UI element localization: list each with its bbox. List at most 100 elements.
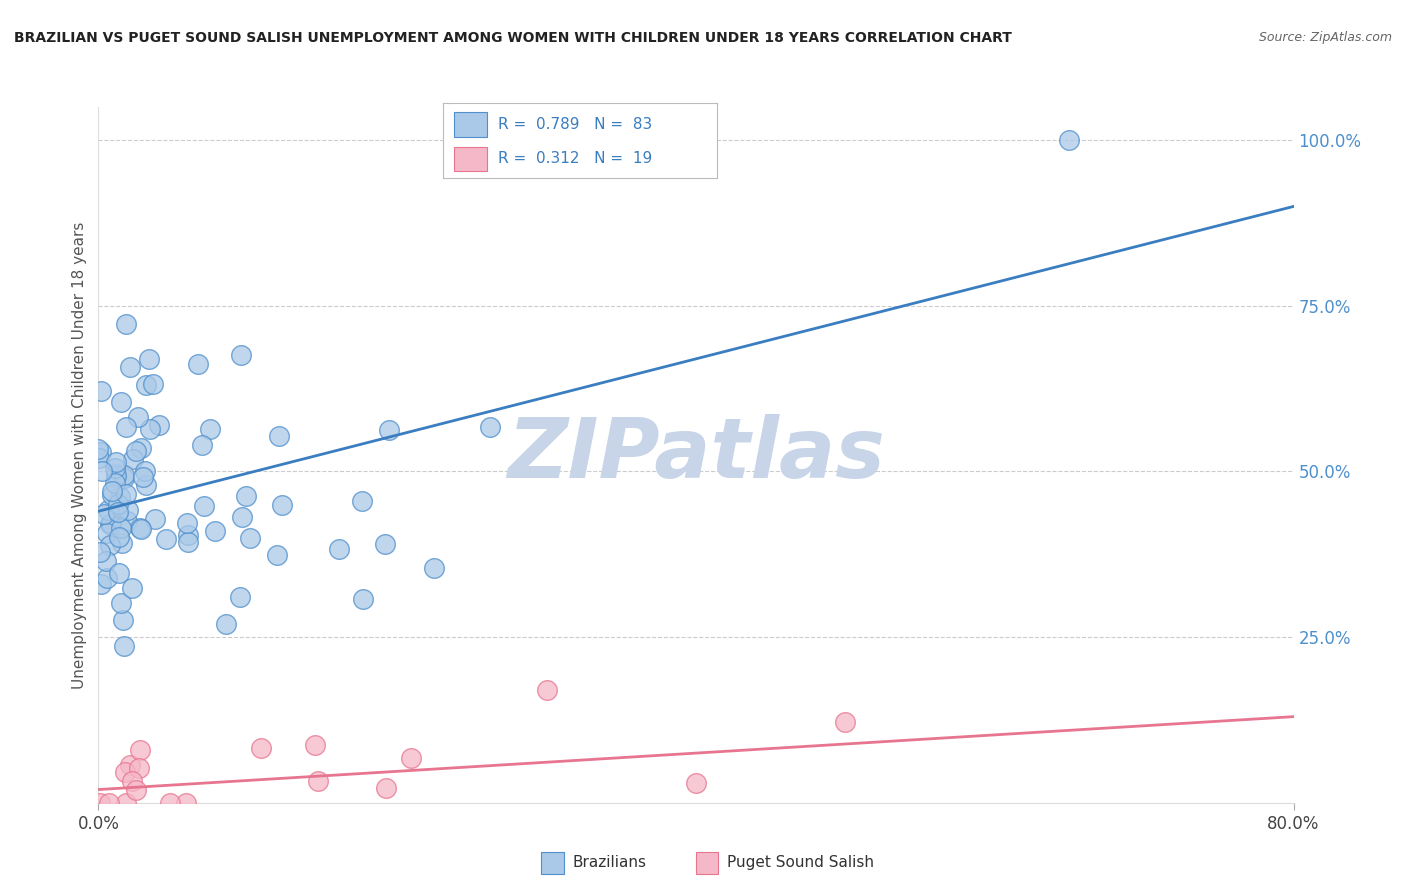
Point — [231, 509, 253, 524]
Point — [121, 774, 143, 789]
Point — [271, 499, 294, 513]
Point — [112, 468, 135, 483]
Point — [115, 796, 138, 810]
FancyBboxPatch shape — [454, 112, 486, 136]
Point — [121, 451, 143, 466]
Point — [374, 537, 396, 551]
Text: Puget Sound Salish: Puget Sound Salish — [727, 855, 875, 870]
Point — [235, 489, 257, 503]
Point — [89, 450, 111, 465]
Point — [111, 535, 134, 549]
Point — [100, 538, 122, 552]
Point — [399, 750, 422, 764]
Point — [148, 417, 170, 432]
Point — [98, 516, 121, 531]
Point — [304, 738, 326, 752]
Point — [90, 577, 112, 591]
Point — [159, 796, 181, 810]
Point — [229, 590, 252, 604]
Point — [96, 571, 118, 585]
Point — [100, 516, 122, 531]
Point — [104, 455, 127, 469]
Point — [135, 377, 157, 392]
Point — [115, 487, 138, 501]
Point — [142, 376, 165, 391]
Point — [93, 508, 115, 522]
Point — [479, 419, 502, 434]
Point — [177, 528, 200, 542]
Point — [204, 524, 226, 538]
Text: ZIPatlas: ZIPatlas — [508, 415, 884, 495]
Point — [107, 497, 129, 511]
Point — [101, 488, 124, 502]
Point — [193, 499, 215, 513]
Y-axis label: Unemployment Among Women with Children Under 18 years: Unemployment Among Women with Children U… — [72, 221, 87, 689]
Point — [423, 561, 446, 575]
Point — [112, 639, 135, 653]
Point — [267, 428, 290, 442]
Point — [138, 352, 160, 367]
Text: Source: ZipAtlas.com: Source: ZipAtlas.com — [1258, 31, 1392, 45]
Point — [104, 461, 127, 475]
Point — [117, 514, 139, 528]
Point — [685, 776, 707, 790]
Point — [91, 465, 114, 479]
Point — [128, 761, 150, 775]
Point — [90, 445, 112, 459]
Point — [266, 548, 288, 562]
Point — [110, 395, 132, 409]
Point — [129, 442, 152, 456]
Text: R =  0.312   N =  19: R = 0.312 N = 19 — [498, 151, 652, 166]
Point — [215, 617, 238, 632]
Point — [115, 420, 138, 434]
Text: BRAZILIAN VS PUGET SOUND SALISH UNEMPLOYMENT AMONG WOMEN WITH CHILDREN UNDER 18 : BRAZILIAN VS PUGET SOUND SALISH UNEMPLOY… — [14, 31, 1012, 45]
Point — [200, 422, 222, 436]
Point — [104, 468, 127, 483]
Point — [101, 484, 124, 499]
Point — [250, 741, 273, 756]
Point — [134, 464, 156, 478]
Point — [176, 516, 198, 530]
Point — [139, 422, 162, 436]
Point — [97, 502, 120, 516]
Point — [108, 530, 131, 544]
Point — [135, 477, 157, 491]
Point — [350, 493, 373, 508]
Point — [229, 348, 252, 362]
Point — [120, 359, 142, 374]
Point — [1059, 133, 1081, 147]
Point — [307, 773, 329, 788]
Point — [143, 512, 166, 526]
Point — [131, 522, 153, 536]
Point — [107, 505, 129, 519]
Point — [155, 532, 177, 546]
Point — [536, 683, 558, 698]
Point — [374, 780, 396, 795]
Point — [110, 521, 132, 535]
Point — [89, 796, 111, 810]
Point — [112, 471, 135, 485]
Point — [94, 554, 117, 568]
Point — [90, 384, 112, 399]
Point — [89, 545, 111, 559]
Point — [97, 796, 120, 810]
Text: Brazilians: Brazilians — [572, 855, 647, 870]
Point — [111, 613, 134, 627]
Point — [108, 490, 131, 504]
Point — [174, 796, 197, 810]
Point — [187, 357, 209, 371]
Point — [125, 444, 148, 458]
Point — [104, 476, 127, 491]
Point — [191, 438, 214, 452]
Point — [378, 423, 401, 437]
Point — [124, 783, 146, 797]
Point — [115, 318, 138, 332]
Point — [834, 714, 856, 729]
Point — [239, 531, 262, 545]
Point — [127, 410, 149, 425]
Point — [96, 525, 118, 540]
Point — [328, 541, 350, 556]
Point — [121, 582, 143, 596]
Point — [117, 502, 139, 516]
Point — [118, 757, 141, 772]
